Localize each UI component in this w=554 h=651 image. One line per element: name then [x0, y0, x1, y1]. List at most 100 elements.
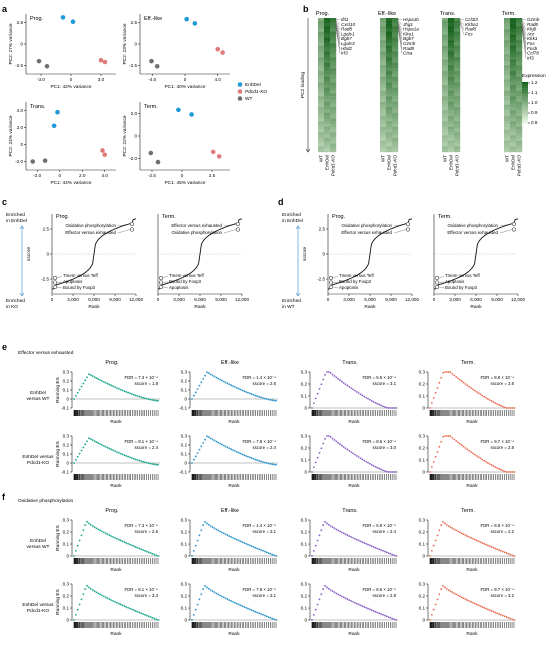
f-es-point [434, 539, 437, 542]
heatmap-cell [516, 93, 523, 97]
f-es-point [86, 520, 88, 523]
pca-point [210, 149, 216, 155]
pca-x-tick-label: 4.0 [215, 77, 222, 82]
f-es-point [220, 595, 223, 598]
e-es-point [273, 463, 276, 466]
e-es-point [324, 373, 326, 376]
heatmap-cell [330, 34, 337, 38]
f-es-point [486, 608, 489, 611]
heatmap-cell [504, 140, 511, 144]
f-es-point [314, 544, 317, 547]
f-es-point [316, 539, 319, 542]
heatmap-cell [442, 68, 449, 72]
f-es-point [365, 542, 368, 545]
e-es-point [237, 387, 240, 390]
f-es-point [136, 610, 139, 613]
heatmap-cell [324, 54, 331, 58]
heatmap-cell [448, 98, 455, 102]
e-x-label: Rank [110, 419, 122, 425]
heatmap-cell [510, 79, 517, 83]
e-es-point [192, 458, 195, 461]
f-y-tick-label: 0.1 [63, 606, 70, 611]
heatmap-cell [504, 57, 511, 61]
f-es-point [237, 603, 240, 606]
heatmap-cell [318, 104, 325, 108]
e-es-point [250, 457, 253, 460]
f-es-point [355, 602, 358, 605]
heatmap-cell [448, 93, 455, 97]
e-es-point [434, 391, 437, 394]
f-es-point [224, 597, 227, 600]
expression-colorbar-step [522, 103, 528, 106]
heatmap-cell [330, 132, 337, 136]
f-y-tick-label: 0.1 [301, 542, 308, 547]
d-x-tick-label: 0 [327, 297, 330, 302]
e-es-point [198, 448, 201, 451]
f-es-point [324, 584, 326, 587]
e-es-point [149, 462, 152, 465]
e-es-point [473, 389, 476, 392]
heatmap-cell [318, 93, 325, 97]
heatmap-cell [454, 45, 461, 49]
gene-label: Klrba1 [465, 22, 479, 27]
heatmap-cell [380, 57, 387, 61]
d-y-axis-title: sscore [302, 247, 308, 261]
e-es-point [211, 438, 214, 441]
heatmap-cell [516, 104, 523, 108]
f-es-point [119, 539, 122, 542]
d-annotation-leader [332, 275, 339, 279]
e-es-point [127, 455, 130, 458]
heatmap-cell [510, 104, 517, 108]
f-sscore-label: sscore = 3.1 [252, 529, 276, 534]
f-es-point [380, 613, 382, 615]
heatmap-cell [504, 118, 511, 122]
heatmap-cell [392, 54, 399, 58]
heatmap-title: Prog. [316, 11, 330, 17]
heatmap-cell [510, 143, 517, 147]
e-es-point [320, 447, 323, 450]
f-es-point [357, 603, 360, 606]
f-es-point [91, 589, 94, 591]
heatmap-cell [504, 71, 511, 75]
heatmap-cell [516, 65, 523, 69]
gene-label: Ccl78 [527, 51, 539, 56]
f-es-point [194, 544, 197, 547]
e-es-point [134, 394, 137, 397]
e-es-point [269, 398, 272, 401]
e-es-point [245, 391, 248, 393]
f-section-title: Oxidative phosphorylation [18, 498, 74, 504]
expression-colorbar-step [522, 119, 528, 122]
heatmap-cell [380, 110, 387, 114]
f-es-point [372, 546, 375, 548]
d-x-tick-label: 9,000 [385, 297, 397, 302]
heatmap-cell [442, 51, 449, 55]
e-es-point [202, 442, 205, 444]
heatmap-cell [516, 143, 523, 147]
e-es-point [370, 463, 373, 466]
heatmap-cell [504, 43, 511, 47]
f-es-point [385, 551, 388, 554]
heatmap-cell [392, 93, 399, 97]
heatmap-cell [442, 26, 449, 30]
e-es-point [391, 407, 394, 409]
f-es-point [477, 604, 480, 607]
heatmap-cell [386, 90, 393, 94]
heatmap-cell [448, 112, 455, 116]
e-es-point [204, 374, 206, 377]
e-es-point [382, 469, 384, 472]
e-es-point [365, 460, 368, 463]
f-y-tick-label: 0 [66, 554, 69, 559]
e-es-point [232, 449, 234, 451]
heatmap-cell [318, 87, 325, 91]
f-es-point [234, 537, 236, 540]
heatmap-cell [330, 138, 337, 142]
f-es-point [241, 605, 244, 608]
e-es-point [235, 386, 238, 389]
heatmap-cell [454, 98, 461, 102]
heatmap-column-label: Pdcd1-KO [517, 155, 522, 177]
d-top-label: Enriched [282, 212, 301, 218]
f-es-point [239, 540, 242, 543]
e-y-label: Running ES [55, 377, 61, 403]
heatmap-cell [510, 140, 517, 144]
heatmap-cell [318, 135, 325, 139]
